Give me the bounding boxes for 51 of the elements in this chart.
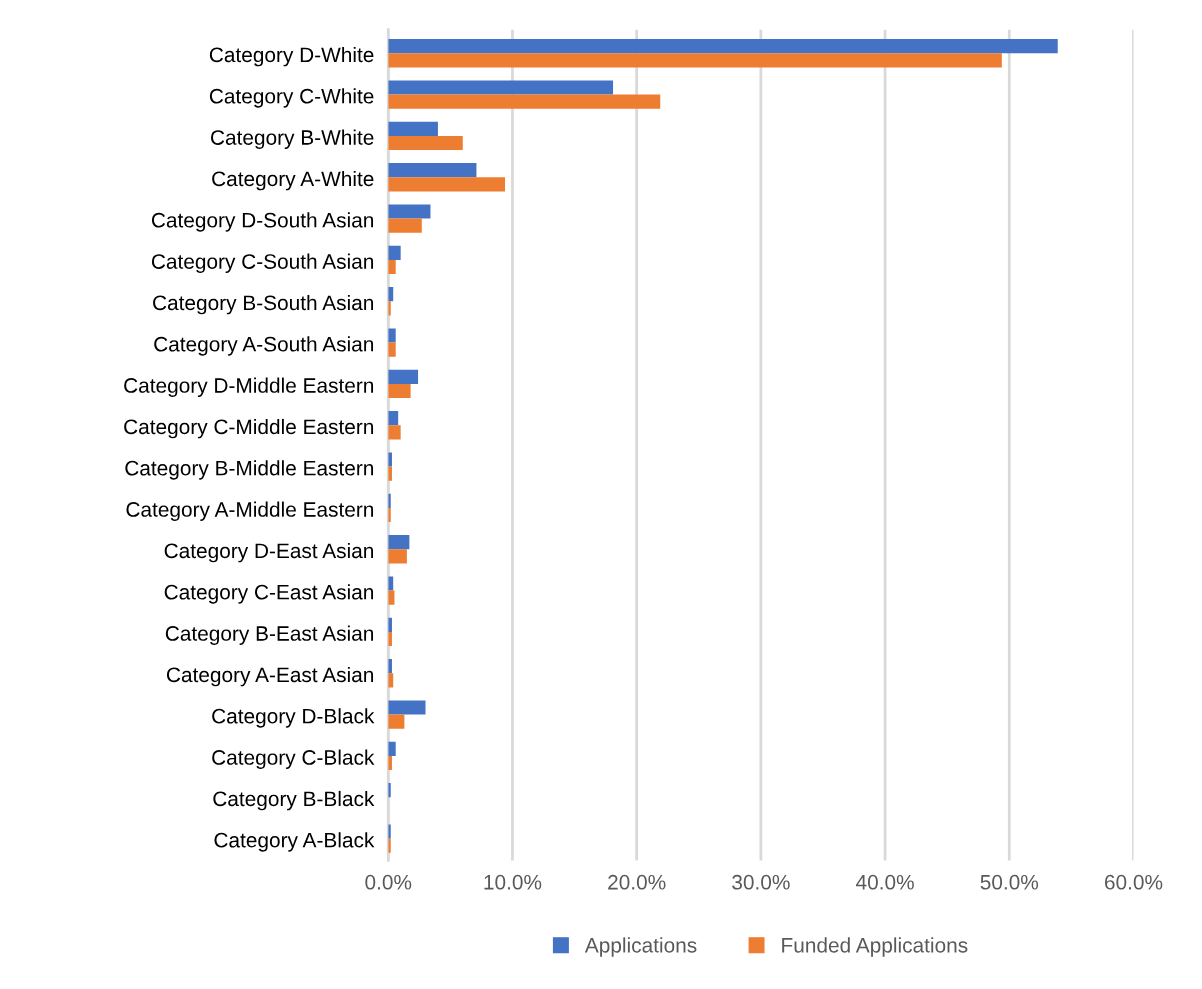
x-tick-label: 10.0%	[484, 874, 542, 890]
bar	[388, 714, 405, 729]
y-tick-label: Category D-Black	[212, 708, 375, 728]
y-tick-label: Category A-Middle Eastern	[126, 501, 374, 521]
x-tick-label: 60.0%	[1105, 874, 1163, 890]
y-tick-label: Category A-East Asian	[166, 666, 374, 687]
bar	[388, 121, 438, 136]
bar	[388, 700, 426, 715]
bar	[388, 259, 396, 275]
y-tick-label: Category D-East Asian	[164, 542, 374, 563]
y-tick-label: Category A-Black	[214, 832, 375, 852]
bar	[388, 328, 396, 343]
y-tick-label: Category B-South Asian	[153, 294, 374, 315]
bar	[388, 741, 396, 756]
bar	[388, 245, 401, 260]
legend-label: Applications	[584, 937, 697, 957]
y-tick-label: Category D-Middle Eastern	[124, 377, 374, 397]
y-tick-label: Category C-South Asian	[151, 253, 374, 273]
y-tick-label: Category A-White	[212, 170, 374, 191]
x-tick-label: 40.0%	[856, 874, 914, 890]
bar	[388, 135, 463, 151]
x-tick-label: 0.0%	[365, 874, 412, 890]
y-tick-label: Category B-East Asian	[165, 625, 374, 645]
bar	[388, 94, 661, 109]
bar	[388, 425, 401, 440]
bar	[388, 204, 431, 219]
legend-label: Funded Applications	[782, 937, 968, 957]
y-tick-label: Category C-White	[209, 88, 374, 108]
y-tick-label: Category D-White	[209, 46, 374, 67]
bar	[388, 342, 396, 357]
y-tick-label: Category C-East Asian	[164, 584, 374, 604]
y-tick-label: Category A-South Asian	[154, 336, 374, 356]
bar	[388, 383, 411, 399]
y-tick-label: Category B-Black	[213, 790, 375, 811]
bar	[388, 369, 419, 384]
bar	[388, 53, 1002, 68]
y-tick-label: Category B-White	[211, 129, 374, 149]
bar	[388, 549, 407, 564]
y-tick-label: Category D-South Asian	[151, 212, 374, 232]
bar	[388, 177, 505, 192]
bar	[388, 218, 422, 233]
bar	[388, 39, 1058, 54]
x-tick-label: 50.0%	[980, 874, 1039, 890]
y-tick-label: Category C-Middle Eastern	[124, 418, 374, 439]
y-tick-label: Category B-Middle Eastern	[125, 460, 374, 480]
x-tick-label: 30.0%	[732, 874, 790, 890]
x-tick-label: 20.0%	[608, 874, 666, 890]
bar	[388, 535, 410, 550]
bar	[388, 80, 614, 95]
bar	[388, 163, 477, 178]
y-tick-label: Category C-Black	[212, 749, 375, 769]
